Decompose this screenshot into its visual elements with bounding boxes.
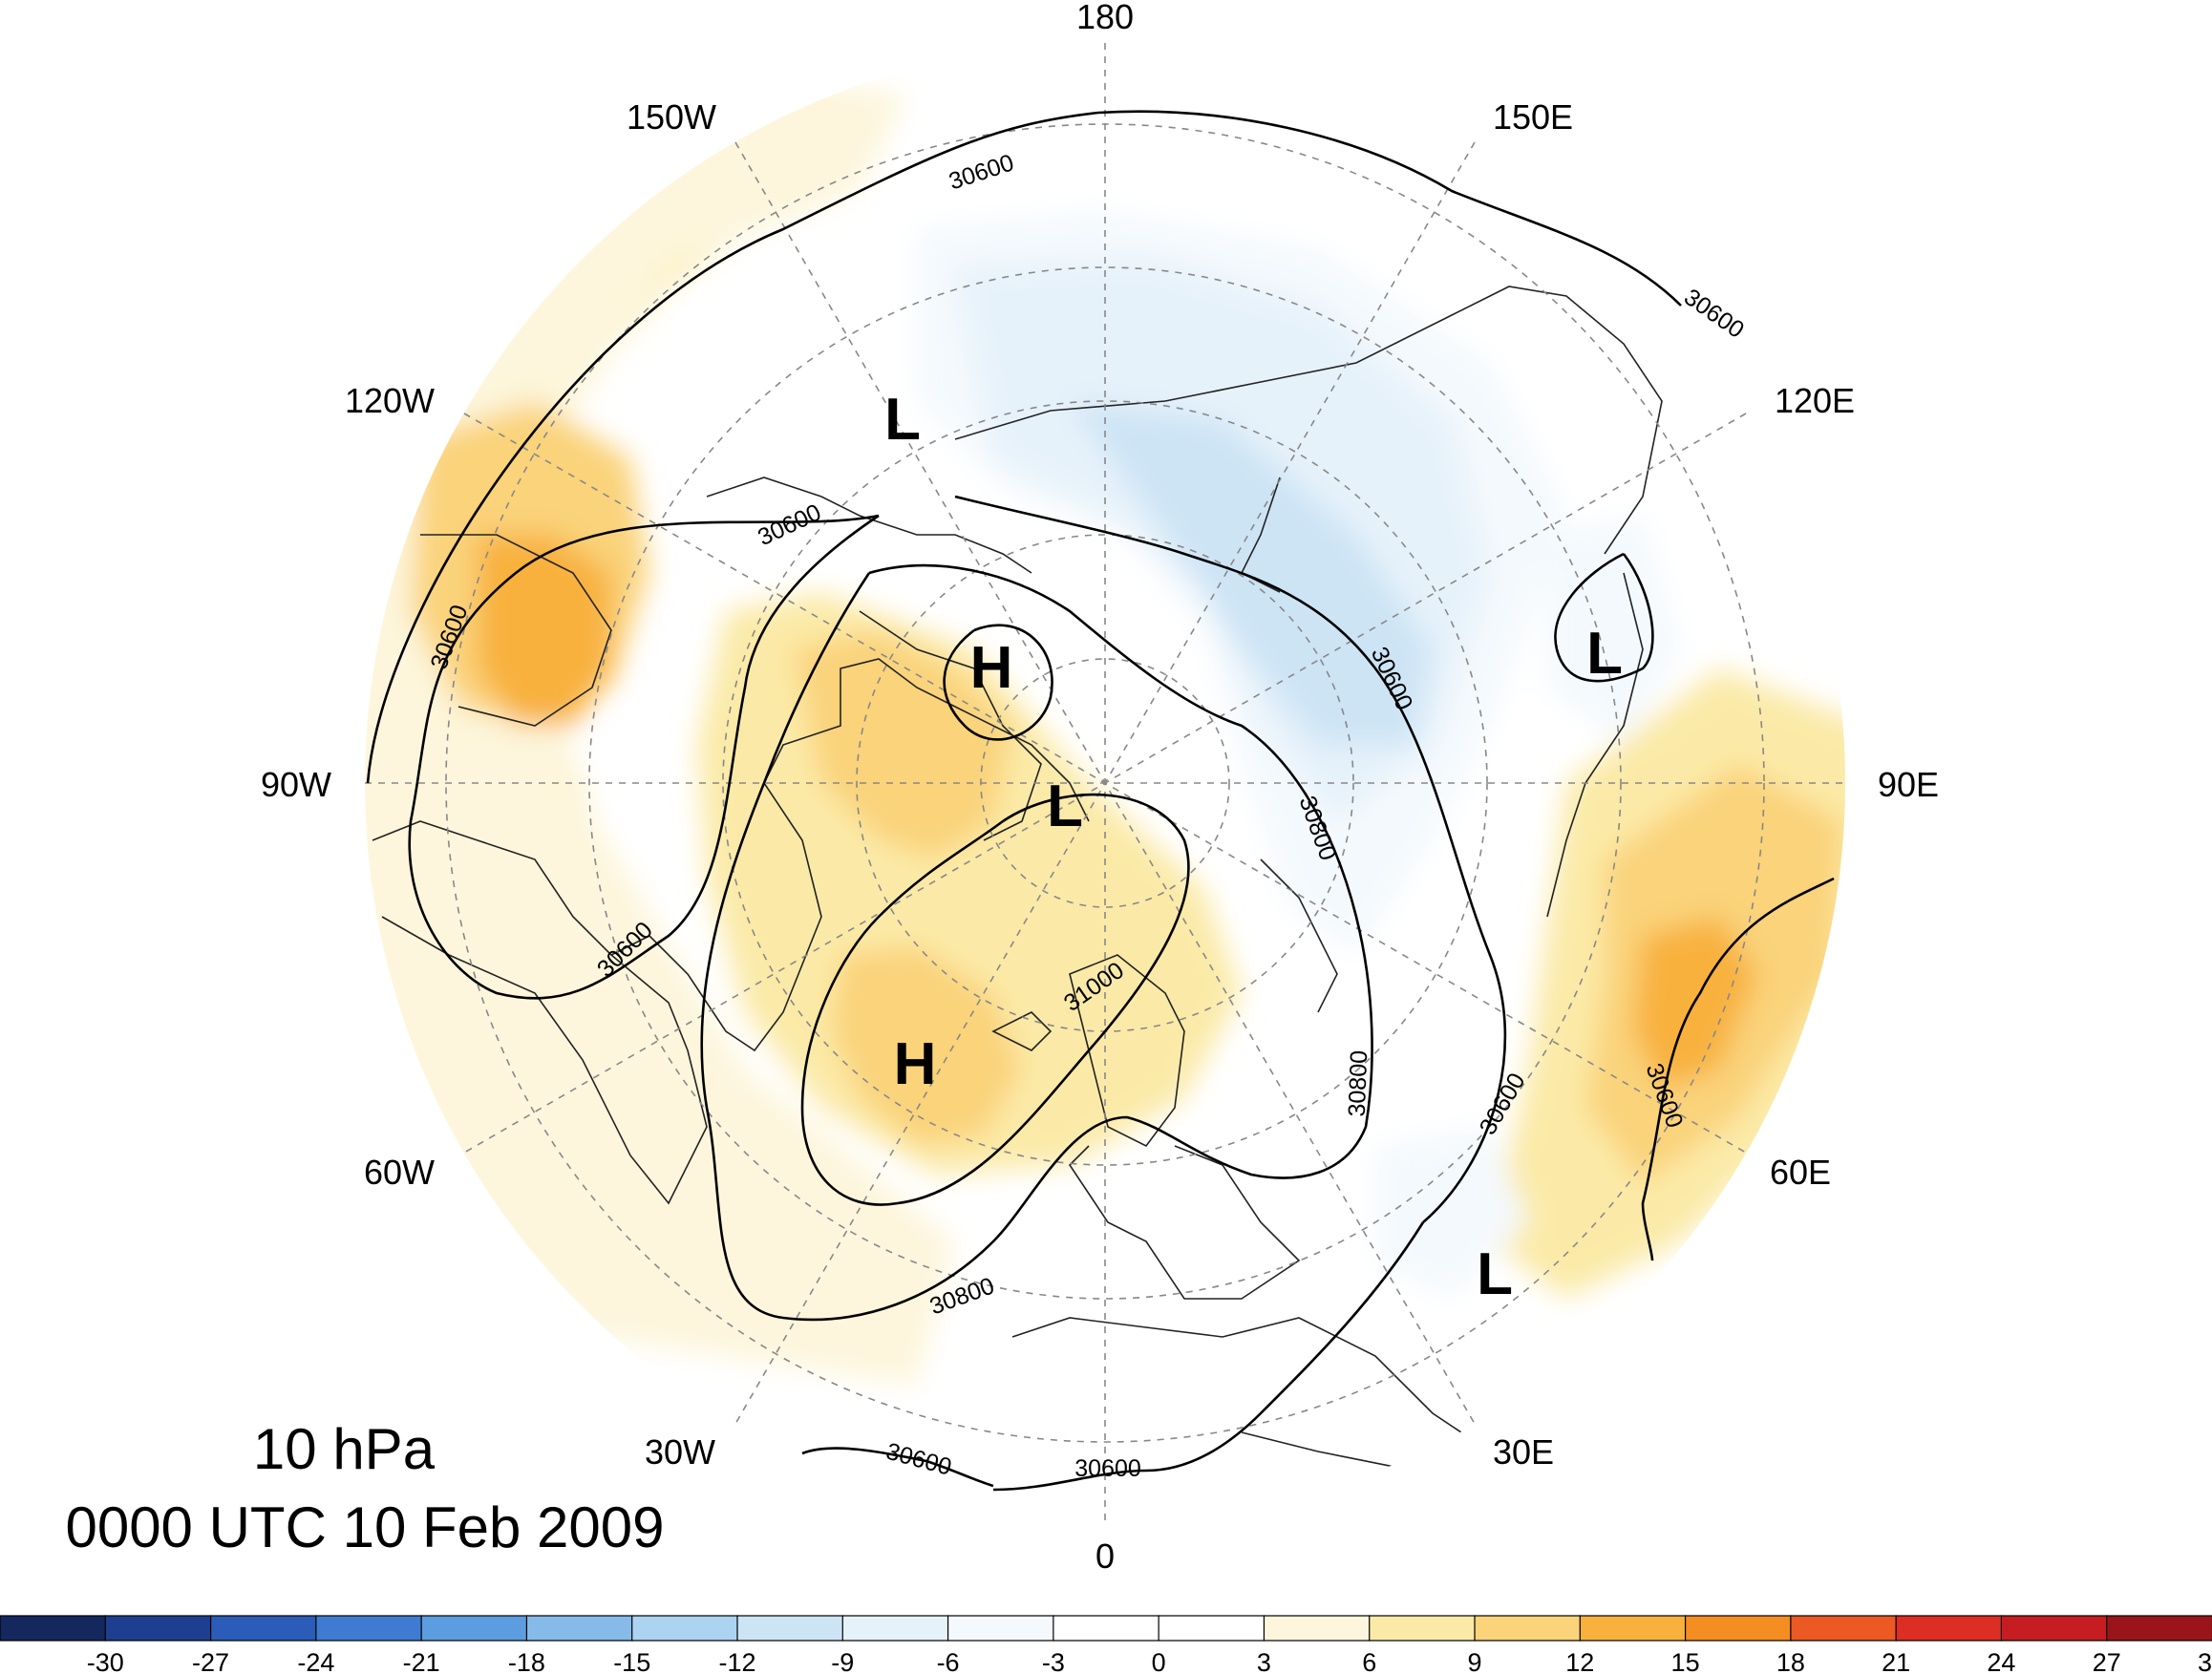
colorbar-swatch: [2106, 1615, 2212, 1642]
lon-label-30e: 30E: [1493, 1432, 1554, 1472]
longitude-labels: 180 150E 120E 90E 60E 30E 0 30W 60W 90W …: [261, 0, 1939, 1576]
colorbar-swatch: [1474, 1615, 1582, 1642]
contour-label: 30600: [1679, 284, 1749, 344]
colorbar-swatch: [1684, 1615, 1792, 1642]
colorbar-swatch: [1158, 1615, 1266, 1642]
colorbar-swatch: [1895, 1615, 2003, 1642]
colorbar: -30 -27 -24 -21 -18 -15 -12 -9 -6 -3 0 3 6 9 12 15 18 21 2…: [0, 1615, 2212, 1674]
colorbar-swatch: [104, 1615, 212, 1642]
colorbar-tick-label: 27: [2093, 1648, 2121, 1674]
low-marker: L: [1047, 773, 1083, 839]
lon-label-60w: 60W: [364, 1153, 435, 1192]
colorbar-tick-label: 12: [1565, 1648, 1594, 1674]
colorbar-swatch: [0, 1615, 107, 1642]
colorbar-swatch: [209, 1615, 317, 1642]
shade-3-outer: [365, 57, 955, 1385]
colorbar-tick-label: -21: [403, 1648, 440, 1674]
colorbar-swatch: [525, 1615, 633, 1642]
shade-12-west-us: [478, 535, 611, 726]
colorbar-swatch: [631, 1615, 739, 1642]
colorbar-tick-label: -24: [297, 1648, 334, 1674]
contour-label: 30600: [883, 1438, 954, 1481]
low-marker: L: [1477, 1241, 1513, 1307]
shade-9-canada: [793, 630, 1012, 859]
colorbar-tick-label: -15: [613, 1648, 650, 1674]
title-block: 10 hPa 0000 UTC 10 Feb 2009: [65, 1417, 664, 1559]
contour-30600-main: [954, 495, 1507, 1223]
colorbar-tick-label: 24: [1987, 1648, 2015, 1674]
high-marker: H: [970, 635, 1013, 701]
colorbar-swatch: [1790, 1615, 1898, 1642]
colorbar-tick-label: -12: [718, 1648, 755, 1674]
colorbar-swatch: [2000, 1615, 2108, 1642]
colorbar-tick-label: -6: [937, 1648, 960, 1674]
colorbar-tick-label: 18: [1776, 1648, 1805, 1674]
colorbar-swatch: [1263, 1615, 1371, 1642]
contour-30600-bottom: [801, 1447, 994, 1488]
colorbar-swatch: [420, 1615, 528, 1642]
colorbar-tick-label: 6: [1362, 1648, 1376, 1674]
contour-high-arctic: [943, 624, 1053, 741]
contour-30600-west: [408, 514, 880, 1000]
colorbar-tick-label: -18: [508, 1648, 545, 1674]
colorbar-tick-label: 3: [1257, 1648, 1271, 1674]
pressure-level-title: 10 hPa: [253, 1417, 436, 1481]
anomaly-shading: [365, 57, 1845, 1385]
colorbar-swatch: [1369, 1615, 1477, 1642]
colorbar-swatch: [315, 1615, 423, 1642]
colorbar-swatch: [946, 1615, 1054, 1642]
pressure-centers: L H L H L L: [884, 387, 1623, 1307]
lon-label-60e: 60E: [1770, 1153, 1831, 1192]
contour-31000: [800, 793, 1190, 1206]
colorbar-tick-label: -30: [87, 1648, 124, 1674]
colorbar-tick-label: 30: [2198, 1648, 2212, 1674]
colorbar-tick-label: 9: [1467, 1648, 1481, 1674]
contour-label: 30600: [1074, 1455, 1141, 1482]
contour-label: 30800: [1344, 1049, 1372, 1116]
colorbar-tick-label: 0: [1152, 1648, 1166, 1674]
datetime-title: 0000 UTC 10 Feb 2009: [65, 1495, 664, 1559]
colorbar-swatch: [1579, 1615, 1687, 1642]
shade-neg3-europe: [1375, 1127, 1528, 1299]
lon-label-150w: 150W: [627, 97, 716, 137]
lon-label-180: 180: [1076, 0, 1134, 36]
lon-label-150e: 150E: [1493, 97, 1573, 137]
contour-30600-outer: [366, 110, 1682, 784]
lon-label-30w: 30W: [645, 1432, 715, 1472]
contour-label: 30600: [754, 498, 825, 551]
lon-label-120e: 120E: [1775, 381, 1855, 420]
shade-neg9-siberia: [1070, 401, 1433, 745]
colorbar-tick-label: -27: [192, 1648, 229, 1674]
contour-30600-south: [992, 1221, 1425, 1492]
colorbar-swatch: [841, 1615, 949, 1642]
colorbar-swatch: [736, 1615, 844, 1642]
shade-9-atlantic: [831, 945, 1022, 1146]
colorbar-swatch: [1053, 1615, 1160, 1642]
coastlines: [372, 286, 1663, 1472]
shade-neg3-east: [1547, 516, 1681, 745]
contour-label: 30600: [946, 149, 1017, 195]
lon-label-90e: 90E: [1878, 765, 1939, 804]
contour-30600-east-low: [1554, 552, 1654, 683]
contour-30600-asia: [1641, 877, 1835, 1261]
colorbar-tick-label: -3: [1042, 1648, 1065, 1674]
lon-label-120w: 120W: [345, 381, 435, 420]
colorbar-tick-label: -9: [831, 1648, 854, 1674]
contour-30800: [700, 563, 1373, 1322]
lon-label-90w: 90W: [261, 765, 331, 804]
low-marker: L: [884, 387, 921, 453]
colorbar-tick-label: 15: [1671, 1648, 1700, 1674]
height-contours: [366, 110, 1835, 1492]
graticule: [365, 43, 1845, 1523]
high-marker: H: [894, 1031, 937, 1097]
low-marker: L: [1586, 621, 1623, 687]
colorbar-tick-label: 21: [1882, 1648, 1910, 1674]
lon-label-0: 0: [1095, 1536, 1115, 1576]
